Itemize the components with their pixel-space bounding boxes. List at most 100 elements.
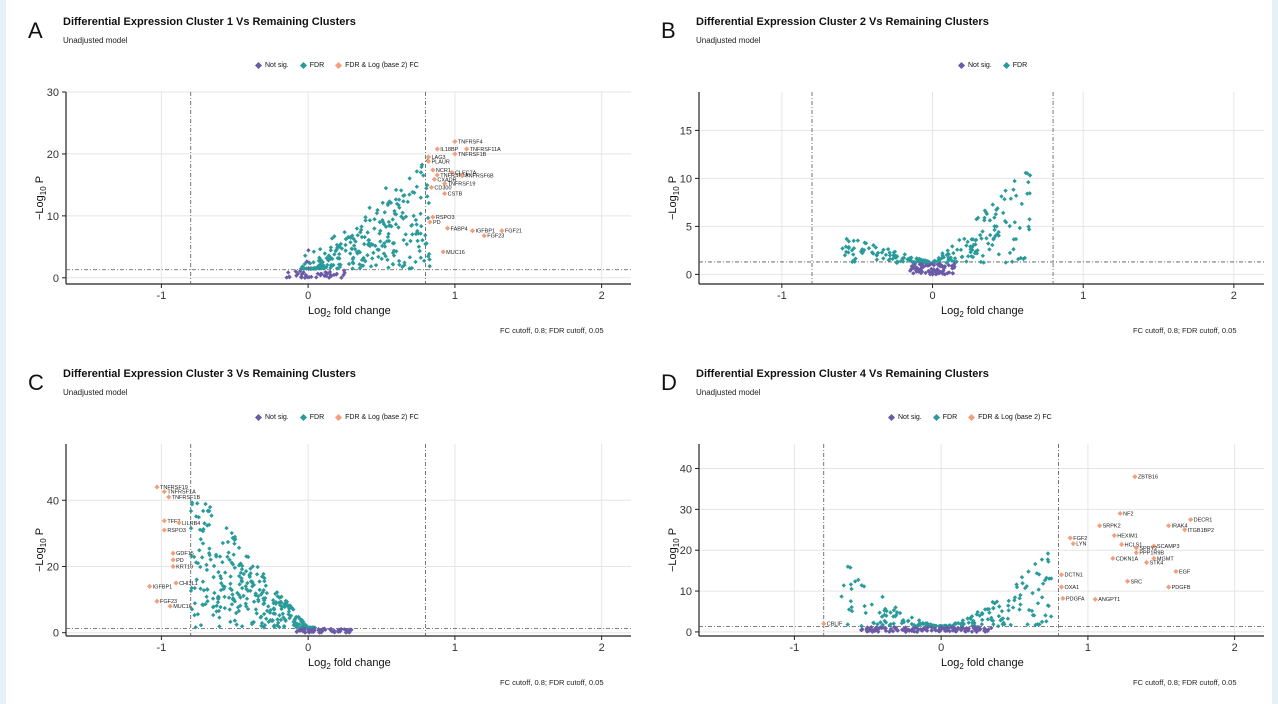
point-fdr: [423, 241, 428, 247]
chart-subtitle: Unadjusted model: [696, 36, 761, 45]
point-fdr: [944, 260, 949, 266]
point-fdr: [233, 610, 239, 616]
point-fdr: [391, 248, 397, 253]
point-fdr: [970, 247, 975, 253]
point-fdr: [841, 583, 846, 588]
point-fdr: [426, 251, 432, 257]
gene-label: SCAMP3: [1157, 544, 1180, 550]
y-axis-label-main: −Log: [34, 547, 46, 572]
point-fdr: [860, 250, 865, 256]
point-fdr: [954, 247, 960, 252]
gene-label: IGFBP1: [153, 584, 173, 590]
point-fdr: [230, 592, 235, 597]
legend-item: Not sig.: [887, 413, 922, 422]
point-fdr: [351, 243, 357, 248]
point-fdr: [385, 257, 390, 263]
point-fdr: [328, 248, 333, 253]
point-fdr: [278, 617, 284, 623]
point-fdr: [842, 253, 848, 258]
point-fdr: [386, 265, 391, 270]
point-fdr: [987, 610, 992, 615]
point-not-sig: [318, 273, 323, 278]
x-axis-label-main: Log: [941, 305, 960, 317]
point-fdr: [891, 608, 897, 613]
gene-label: NF2: [1123, 511, 1133, 517]
point-fdr: [990, 202, 995, 207]
point-fdr: [851, 238, 856, 244]
gene-label: EGF: [1179, 569, 1191, 575]
point-fdr: [909, 615, 915, 620]
point-fdr: [360, 263, 366, 268]
point-fdr: [258, 615, 263, 620]
point-not-sig: [284, 275, 289, 280]
point-fdr: [248, 588, 253, 593]
point-fdr: [281, 623, 287, 629]
gene-label: IRAK4: [1172, 524, 1188, 530]
point-fdr: [226, 550, 231, 555]
scatter-points: [839, 551, 1054, 635]
point-fdr: [990, 242, 995, 248]
point-fdr: [353, 239, 358, 244]
panel-letter: D: [661, 370, 677, 395]
point-fdr: [892, 249, 898, 254]
cutoff-caption: FC cutoff, 0.8; FDR cutoff, 0.05: [1133, 326, 1237, 335]
y-axis-label-subscript: 10: [672, 186, 682, 196]
gene-label: CHI3L1: [179, 581, 198, 587]
point-fdr: [975, 248, 980, 253]
point-fdr: [386, 219, 392, 225]
gene-label: CD300: [434, 185, 451, 191]
point-fdr: [412, 190, 417, 195]
point-fdr: [1026, 569, 1031, 574]
x-axis-label: Log2 fold change: [308, 657, 391, 671]
point-not-sig: [938, 269, 943, 275]
point-fdr: [230, 596, 236, 601]
panel-c: C Differential Expression Cluster 3 Vs Re…: [6, 352, 639, 704]
point-fdr: [229, 602, 235, 607]
point-fdr: [326, 258, 331, 263]
x-axis-label-tail: fold change: [330, 305, 391, 317]
gene-label: DCTN1: [1064, 573, 1082, 579]
y-tick-label: 10: [680, 586, 692, 598]
point-not-sig: [319, 629, 325, 634]
point-fdr: [378, 228, 383, 234]
gene-label: PLAUR: [431, 159, 449, 165]
x-tick-label: 1: [1085, 642, 1091, 654]
point-fdr: [891, 252, 896, 258]
point-fdr: [982, 215, 987, 220]
point-fdr: [293, 622, 298, 628]
point-fdr: [204, 594, 209, 599]
point-not-sig: [928, 272, 933, 277]
point-fdr: [424, 182, 430, 188]
point-fdr: [332, 252, 337, 257]
scatter-points: [840, 170, 1033, 277]
point-fdr: [972, 620, 977, 626]
point-fdr: [883, 252, 889, 258]
point-fdr: [870, 251, 876, 256]
x-tick-label: -1: [789, 642, 799, 654]
point-fdr-fc: [1119, 541, 1125, 548]
point-not-sig: [868, 624, 874, 630]
point-fdr-fc: [459, 173, 465, 179]
point-fdr: [1010, 605, 1016, 610]
point-fdr: [222, 605, 228, 611]
point-fdr: [418, 224, 424, 229]
point-fdr: [1027, 173, 1033, 178]
point-fdr: [200, 508, 206, 514]
point-fdr: [1014, 582, 1019, 587]
point-fdr-fc: [1132, 474, 1138, 480]
point-fdr-fc: [170, 563, 176, 570]
point-fdr: [272, 611, 278, 617]
point-fdr: [1018, 602, 1023, 607]
point-fdr: [880, 622, 885, 628]
point-fdr: [1030, 590, 1035, 596]
point-fdr-fc: [170, 550, 176, 556]
x-tick-label: -1: [156, 290, 166, 302]
point-fdr: [968, 247, 973, 252]
point-fdr: [1036, 587, 1041, 592]
x-tick-label: 2: [599, 642, 605, 654]
x-axis-label-subscript: 2: [326, 662, 331, 672]
legend: Not sig. FDR FDR & Log (base 2) FC: [887, 413, 1052, 422]
point-not-sig: [963, 629, 968, 634]
point-fdr: [986, 606, 992, 612]
y-tick-label: 0: [686, 627, 692, 639]
